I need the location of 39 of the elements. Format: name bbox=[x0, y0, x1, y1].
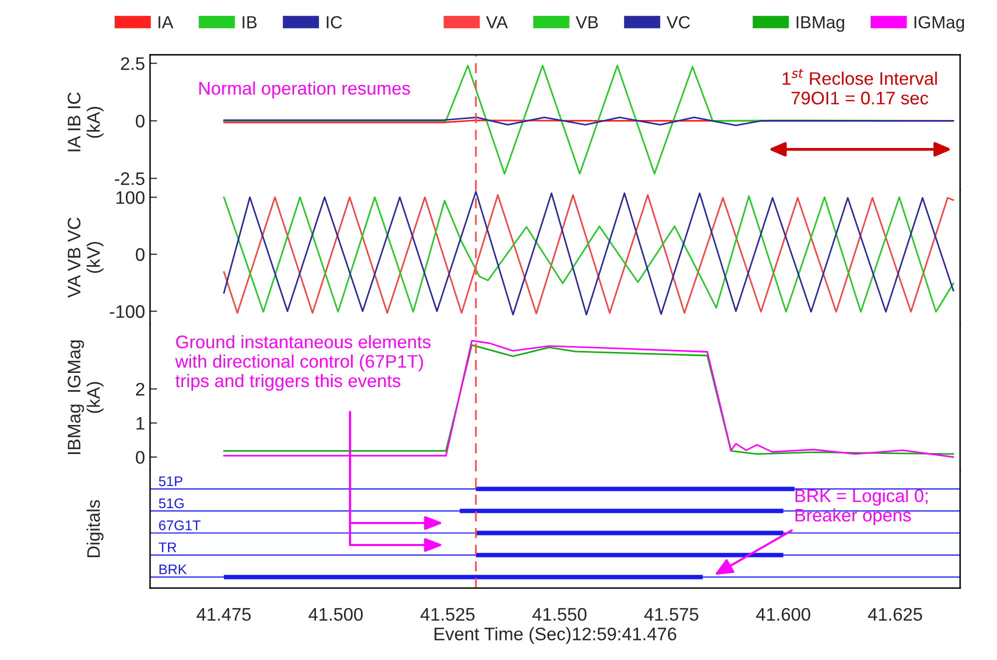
x-tick-label: 41.600 bbox=[756, 608, 810, 621]
y-axis-title: IA IB IC (kA) bbox=[68, 92, 104, 152]
y-tick-label: 0 bbox=[136, 450, 144, 464]
y-tick-label: -100 bbox=[110, 305, 144, 318]
annotation: BRK = Logical 0; Breaker opens bbox=[796, 488, 928, 526]
legend-label: IB bbox=[242, 16, 257, 28]
legend-label: VA bbox=[486, 16, 508, 28]
y-axis-title: Digitals bbox=[86, 500, 104, 558]
x-tick-label: 41.575 bbox=[644, 608, 698, 621]
y-axis-title: VA VB VC (kV) bbox=[68, 218, 104, 298]
y-tick-label: -2.5 bbox=[114, 172, 144, 186]
y-tick-label: 67G1T bbox=[159, 520, 201, 530]
x-tick-label: 41.500 bbox=[308, 608, 363, 621]
x-axis-title: Event Time (Sec)12:59:41.476 bbox=[434, 627, 676, 644]
x-tick-label: 41.550 bbox=[532, 608, 586, 621]
legend-label: IA bbox=[158, 16, 174, 28]
annotation: Ground instantaneous elements with directional control (67P1T) trips and triggers this events bbox=[175, 335, 430, 391]
legend-label: IGMag bbox=[914, 16, 964, 32]
annotation: Normal operation resumes bbox=[199, 81, 410, 98]
x-tick-label: 41.525 bbox=[420, 608, 475, 621]
y-tick-label: 51P bbox=[158, 476, 182, 486]
y-tick-label: TR bbox=[158, 542, 176, 552]
x-tick-label: 41.475 bbox=[196, 608, 251, 621]
y-axis-title: IBMag IGMag (kA) bbox=[68, 340, 104, 454]
y-tick-label: 100 bbox=[116, 191, 144, 204]
legend-label: VB bbox=[576, 16, 598, 28]
y-tick-label: 0 bbox=[136, 248, 144, 261]
annotation: 1$^{st}$ Reclose Interval 79OI1 = 0.17 sec bbox=[782, 68, 937, 104]
y-tick-label: 1 bbox=[136, 417, 144, 430]
y-tick-label: 2 bbox=[136, 382, 144, 396]
y-tick-label: 0 bbox=[136, 114, 144, 128]
y-tick-label: 2.5 bbox=[121, 57, 144, 70]
x-tick-label: 41.625 bbox=[868, 608, 922, 621]
y-tick-label: 51G bbox=[158, 498, 184, 508]
legend-label: VC bbox=[666, 16, 690, 28]
legend-label: IBMag bbox=[796, 16, 844, 32]
legend-label: IC bbox=[326, 16, 342, 28]
line-series bbox=[223, 116, 954, 126]
y-tick-label: BRK bbox=[160, 564, 187, 574]
